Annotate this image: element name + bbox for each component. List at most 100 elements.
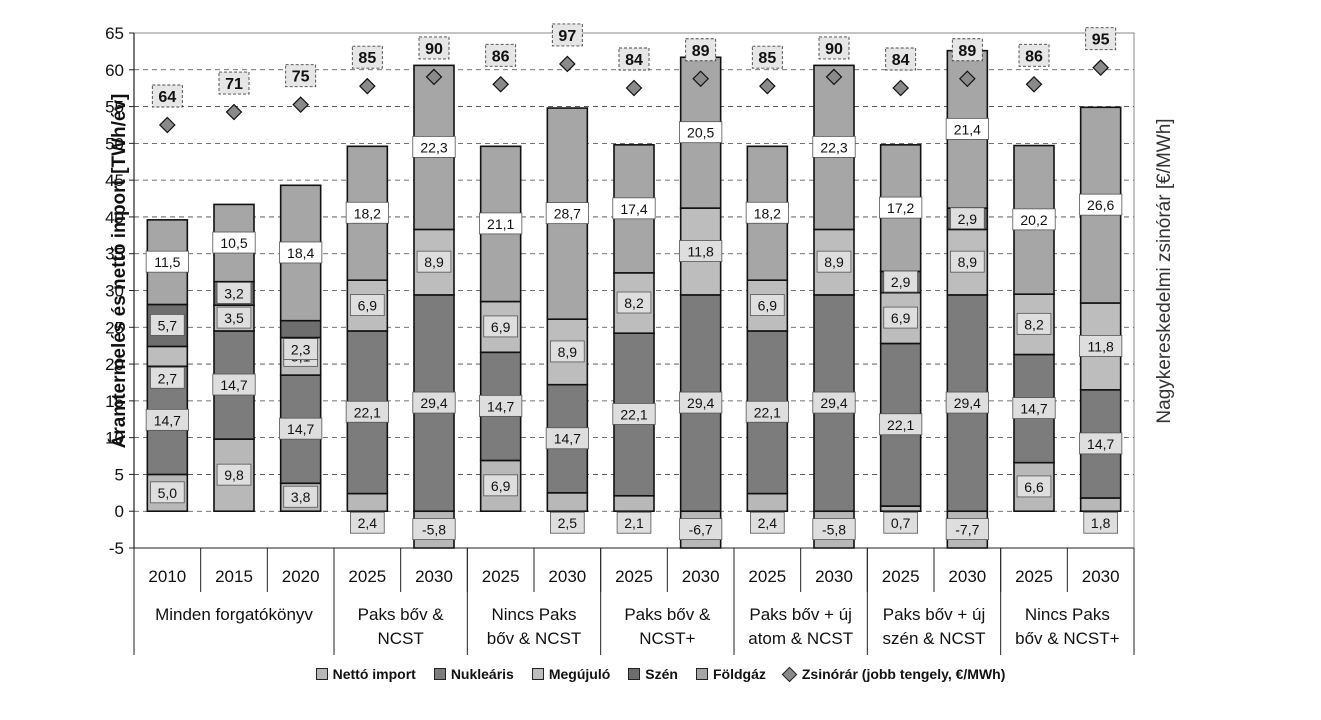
legend: Nettó import Nukleáris Megújuló Szén Földgáz… (0, 666, 1321, 682)
data-label: 20,5 (687, 125, 714, 141)
data-label-box (150, 366, 185, 389)
data-label: 18,2 (754, 205, 781, 221)
data-label-box (412, 518, 456, 541)
price-label-box (418, 36, 450, 60)
price-label: 89 (958, 43, 976, 60)
data-label: 6,6 (1024, 479, 1044, 495)
data-label-box (483, 315, 518, 338)
price-label: 97 (558, 28, 576, 45)
data-label-box (483, 474, 518, 497)
data-label-box (950, 207, 985, 230)
y-tick-label: 5 (115, 465, 124, 484)
data-label-box (1079, 193, 1123, 216)
legend-item: Földgáz (695, 666, 766, 682)
year-label: 2025 (882, 567, 920, 586)
data-label-box (612, 403, 656, 425)
group-label: NCST (378, 629, 424, 648)
price-marker (158, 116, 176, 134)
group-label: Paks bőv & (358, 605, 445, 624)
data-label: 22,1 (754, 404, 781, 420)
legend-label: Szén (645, 666, 678, 682)
data-label: 2,7 (158, 370, 178, 386)
price-marker (225, 103, 243, 121)
legend-label: Zsinórár (jobb tengely, €/MWh) (801, 666, 1006, 682)
price-label-box (885, 47, 917, 71)
price-label-box (551, 23, 583, 47)
y-tick-label: 0 (115, 502, 124, 521)
data-label-box (679, 240, 723, 262)
data-label: 14,7 (287, 421, 314, 437)
data-label: 2,9 (958, 211, 978, 227)
data-label: 8,2 (624, 295, 644, 311)
price-label-box (351, 45, 383, 69)
price-marker (1025, 75, 1043, 93)
data-label: 6,9 (758, 298, 778, 314)
y-tick-label: 20 (105, 355, 124, 374)
price-label: 85 (358, 50, 376, 67)
price-label-box (1018, 43, 1050, 67)
price-marker (692, 70, 710, 88)
y-tick-label: 65 (105, 24, 124, 43)
year-label: 2030 (815, 567, 853, 586)
bar-segment (613, 494, 655, 513)
group-label: Nincs Paks (1025, 605, 1110, 624)
year-label: 2030 (682, 567, 720, 586)
data-label: 26,6 (1087, 197, 1114, 213)
year-label: 2025 (482, 567, 520, 586)
data-label-box (616, 291, 652, 314)
price-label: 86 (1025, 48, 1043, 65)
y-axis-left-label: Áramtermelés és nettó import [TWh/év] (109, 93, 130, 449)
legend-label: Nukleáris (450, 666, 514, 682)
price-label-box (151, 84, 183, 108)
data-label: 2,9 (891, 274, 911, 290)
data-label: 29,4 (687, 395, 714, 411)
data-label-box (879, 413, 923, 436)
price-label: 64 (158, 89, 176, 106)
data-label: 14,7 (1020, 401, 1047, 417)
data-label-box (750, 511, 785, 534)
data-label-box (1012, 397, 1056, 419)
data-label: 14,7 (487, 398, 514, 414)
group-label: Paks bőv + új (883, 605, 986, 624)
data-label-box (545, 202, 589, 225)
data-label: 3,8 (291, 489, 311, 505)
data-label: 1,8 (1091, 515, 1111, 531)
data-label-box (345, 201, 389, 224)
legend-swatch (433, 668, 446, 680)
data-label-box (883, 511, 918, 534)
y-tick-label: -5 (109, 539, 124, 558)
group-label: bőv & NCST (487, 629, 581, 648)
data-label-box (350, 511, 385, 534)
data-label-box (950, 250, 985, 273)
data-label-box (945, 391, 989, 414)
data-label-box (1016, 475, 1052, 498)
data-label-box (550, 511, 585, 534)
data-label-box (345, 400, 389, 423)
data-label-box (745, 201, 789, 224)
data-label-box (1079, 432, 1123, 455)
price-label: 84 (625, 52, 643, 69)
price-marker (625, 79, 643, 97)
data-label: 6,9 (358, 298, 378, 314)
y-tick-label: 35 (105, 245, 124, 264)
data-label-box (883, 306, 918, 329)
legend-item: Nettó import (315, 666, 416, 682)
data-label: -6,7 (689, 522, 713, 538)
data-label: 0,7 (891, 515, 911, 531)
data-label-box (816, 250, 852, 273)
y-tick-label: 25 (105, 318, 124, 337)
group-label: Paks bőv & (624, 605, 711, 624)
group-label: Nincs Paks (491, 605, 576, 624)
price-label: 86 (492, 48, 510, 65)
data-label: 8,2 (1024, 316, 1044, 332)
y-tick-label: 60 (105, 61, 124, 80)
legend-label: Földgáz (712, 666, 766, 682)
data-label: 2,1 (624, 515, 644, 531)
data-label: 8,9 (558, 344, 578, 360)
price-label-box (485, 43, 517, 67)
data-label-box (479, 212, 523, 235)
data-label-box (612, 197, 656, 220)
price-marker (1092, 59, 1110, 76)
bar-segment (546, 492, 589, 513)
data-label: 21,1 (487, 216, 514, 232)
